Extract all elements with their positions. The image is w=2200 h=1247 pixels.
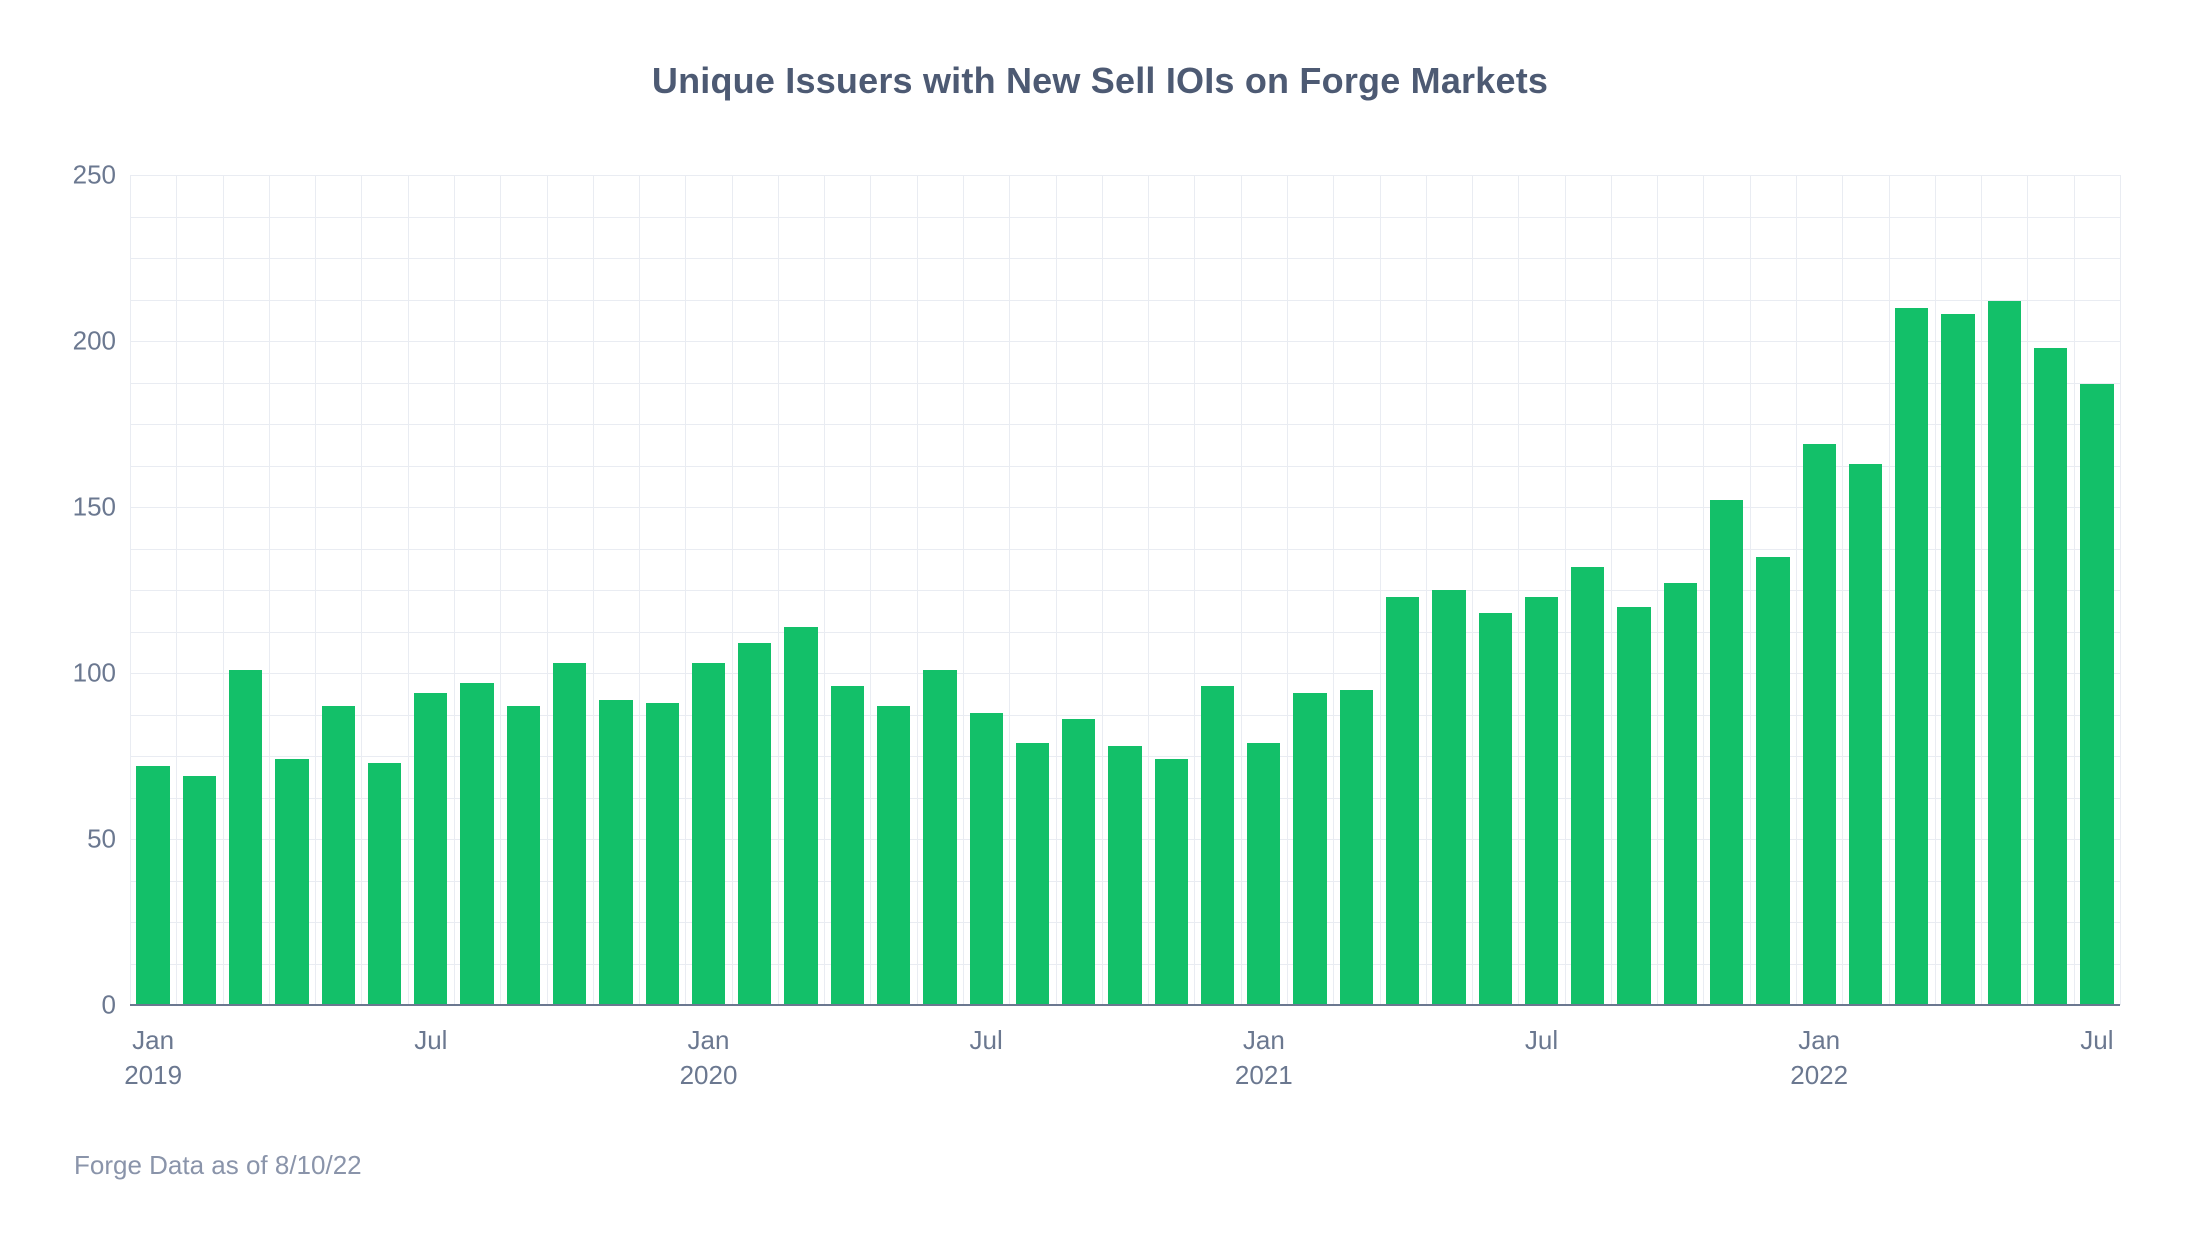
x-tick-year: 2020	[680, 1058, 738, 1093]
bar	[738, 643, 771, 1005]
chart-title: Unique Issuers with New Sell IOIs on For…	[0, 60, 2200, 102]
bar	[1849, 464, 1882, 1005]
bar	[1201, 686, 1234, 1005]
bar	[1479, 613, 1512, 1005]
plot-inner	[130, 175, 2120, 1005]
bar	[2080, 384, 2113, 1005]
bar	[1617, 607, 1650, 1005]
x-tick-month: Jul	[1525, 1023, 1558, 1058]
gridline-vertical	[2120, 175, 2121, 1005]
bar	[2034, 348, 2067, 1005]
bar	[923, 670, 956, 1005]
x-tick-label: Jul	[414, 1023, 447, 1058]
bar	[136, 766, 169, 1005]
bar	[1432, 590, 1465, 1005]
x-tick-label: Jul	[2080, 1023, 2113, 1058]
bar	[784, 627, 817, 1005]
x-tick-month: Jan	[680, 1023, 738, 1058]
bar	[599, 700, 632, 1005]
x-tick-year: 2019	[124, 1058, 182, 1093]
bar	[692, 663, 725, 1005]
x-tick-year: 2022	[1790, 1058, 1848, 1093]
bar	[831, 686, 864, 1005]
y-tick-label: 100	[73, 658, 130, 689]
bar	[229, 670, 262, 1005]
bar	[1155, 759, 1188, 1005]
bar	[1293, 693, 1326, 1005]
bar	[1941, 314, 1974, 1005]
y-tick-label: 50	[87, 824, 130, 855]
x-tick-label: Jul	[1525, 1023, 1558, 1058]
bar	[183, 776, 216, 1005]
bar	[1062, 719, 1095, 1005]
bar	[1386, 597, 1419, 1005]
x-tick-month: Jan	[1790, 1023, 1848, 1058]
bar	[1988, 301, 2021, 1005]
bar	[1895, 308, 1928, 1005]
x-tick-month: Jan	[124, 1023, 182, 1058]
bar	[1340, 690, 1373, 1005]
bar	[414, 693, 447, 1005]
bar	[1664, 583, 1697, 1005]
bar	[1247, 743, 1280, 1005]
x-tick-label: Jan2021	[1235, 1023, 1293, 1093]
y-tick-label: 250	[73, 160, 130, 191]
bar	[877, 706, 910, 1005]
bar	[1525, 597, 1558, 1005]
bar	[507, 706, 540, 1005]
x-tick-month: Jul	[2080, 1023, 2113, 1058]
x-tick-label: Jul	[970, 1023, 1003, 1058]
y-tick-label: 200	[73, 326, 130, 357]
bar	[1710, 500, 1743, 1005]
x-tick-month: Jul	[414, 1023, 447, 1058]
bar	[646, 703, 679, 1005]
bar	[1756, 557, 1789, 1005]
x-tick-label: Jan2022	[1790, 1023, 1848, 1093]
chart-container: Unique Issuers with New Sell IOIs on For…	[0, 0, 2200, 1247]
bar	[970, 713, 1003, 1005]
x-tick-label: Jan2019	[124, 1023, 182, 1093]
x-tick-year: 2021	[1235, 1058, 1293, 1093]
y-tick-label: 0	[102, 990, 130, 1021]
bar	[275, 759, 308, 1005]
plot-area: 050100150200250 Jan2019JulJan2020JulJan2…	[130, 175, 2120, 1005]
bar	[1803, 444, 1836, 1005]
bar	[460, 683, 493, 1005]
bar	[1108, 746, 1141, 1005]
bar	[322, 706, 355, 1005]
bar	[1016, 743, 1049, 1005]
y-tick-label: 150	[73, 492, 130, 523]
x-tick-month: Jan	[1235, 1023, 1293, 1058]
x-tick-month: Jul	[970, 1023, 1003, 1058]
bar-series	[130, 175, 2120, 1005]
x-axis-labels: Jan2019JulJan2020JulJan2021JulJan2022Jul	[130, 1005, 2120, 1125]
chart-footnote: Forge Data as of 8/10/22	[74, 1150, 362, 1181]
bar	[368, 763, 401, 1005]
bar	[553, 663, 586, 1005]
bar	[1571, 567, 1604, 1005]
x-tick-label: Jan2020	[680, 1023, 738, 1093]
